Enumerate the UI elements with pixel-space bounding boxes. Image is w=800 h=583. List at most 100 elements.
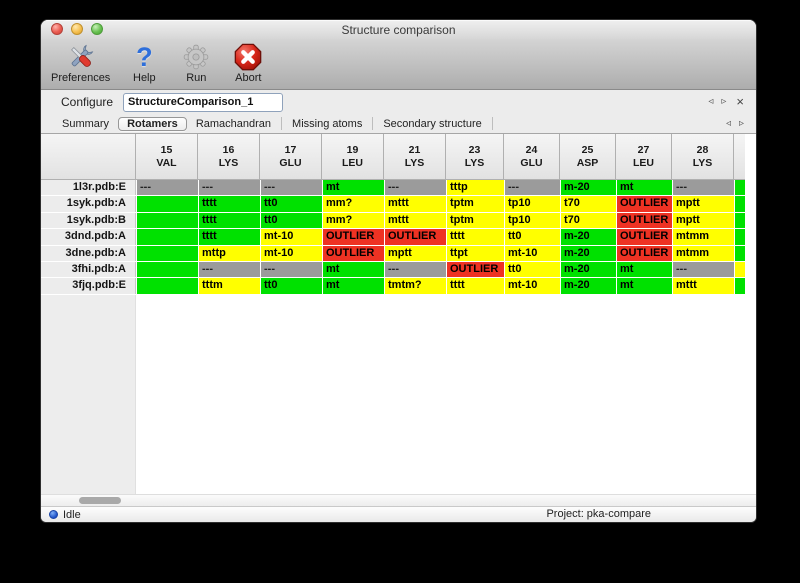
config-close-icon[interactable]: × xyxy=(736,94,744,109)
rotamer-cell[interactable]: mt xyxy=(323,261,384,278)
rotamer-cell[interactable]: m-20 xyxy=(561,245,616,261)
config-prev-arrow-icon[interactable]: ◃ xyxy=(708,96,714,107)
rotamer-cell-clipped[interactable] xyxy=(735,180,745,196)
rotamer-cell[interactable]: mt-10 xyxy=(261,229,322,245)
rotamer-cell[interactable]: mttp xyxy=(199,245,260,261)
rotamer-cell[interactable]: m-20 xyxy=(561,261,616,278)
rotamer-cell[interactable]: t70 xyxy=(561,212,616,229)
rotamer-cell[interactable] xyxy=(137,229,198,245)
rotamer-cell[interactable]: --- xyxy=(673,180,734,196)
tabs-next-arrow-icon[interactable]: ▹ xyxy=(738,117,744,129)
rotamer-cell-clipped[interactable] xyxy=(735,196,745,212)
rotamer-cell[interactable]: tttp xyxy=(447,180,504,196)
rotamer-cell[interactable]: tp10 xyxy=(505,212,560,229)
rotamer-cell[interactable]: --- xyxy=(199,180,260,196)
rotamer-cell[interactable]: tptm xyxy=(447,212,504,229)
rotamer-cell[interactable]: tt0 xyxy=(505,261,560,278)
rotamer-cell[interactable]: tt0 xyxy=(261,196,322,212)
rotamer-cell-clipped[interactable] xyxy=(735,245,745,261)
column-header-21[interactable]: 21 LYS xyxy=(384,134,446,180)
rotamer-cell[interactable]: mttt xyxy=(385,196,446,212)
tab-missing-atoms[interactable]: Missing atoms xyxy=(292,117,363,130)
column-header-25[interactable]: 25 ASP xyxy=(560,134,616,180)
rotamer-cell[interactable]: t70 xyxy=(561,196,616,212)
rotamer-cell[interactable]: tp10 xyxy=(505,196,560,212)
rotamer-cell[interactable]: --- xyxy=(385,180,446,196)
rotamer-cell[interactable]: --- xyxy=(385,261,446,278)
rotamer-cell[interactable]: mt-10 xyxy=(261,245,322,261)
rotamer-cell[interactable]: mt xyxy=(323,278,384,294)
rotamer-cell[interactable]: mptt xyxy=(385,245,446,261)
abort-button[interactable]: Abort xyxy=(230,41,266,84)
column-header-15[interactable]: 15 VAL xyxy=(136,134,198,180)
rotamer-cell[interactable]: tt0 xyxy=(505,229,560,245)
rotamer-cell[interactable]: OUTLIER xyxy=(617,229,672,245)
rotamer-cell[interactable]: mptt xyxy=(673,196,734,212)
rotamer-cell[interactable]: --- xyxy=(261,261,322,278)
rotamer-cell[interactable]: tttt xyxy=(199,212,260,229)
rotamer-cell[interactable]: m-20 xyxy=(561,180,616,196)
rotamer-cell[interactable]: tttm xyxy=(199,278,260,294)
rotamer-cell[interactable]: ttpt xyxy=(447,245,504,261)
rotamer-cell[interactable]: tptm xyxy=(447,196,504,212)
rotamer-cell[interactable] xyxy=(137,245,198,261)
rotamer-cell[interactable]: OUTLIER xyxy=(617,245,672,261)
rotamer-cell[interactable]: OUTLIER xyxy=(323,245,384,261)
rotamer-cell-clipped[interactable] xyxy=(735,278,745,294)
rotamer-cell[interactable]: mtmm xyxy=(673,229,734,245)
tab-rotamers[interactable]: Rotamers xyxy=(118,116,187,131)
tabs-prev-arrow-icon[interactable]: ◃ xyxy=(725,117,731,129)
rotamer-cell[interactable]: OUTLIER xyxy=(385,229,446,245)
column-header-23[interactable]: 23 LYS xyxy=(446,134,504,180)
column-header-24[interactable]: 24 GLU xyxy=(504,134,560,180)
rotamer-cell[interactable]: mt-10 xyxy=(505,245,560,261)
rotamer-cell[interactable]: tt0 xyxy=(261,278,322,294)
rotamer-cell[interactable]: mt xyxy=(617,180,672,196)
close-window-button[interactable] xyxy=(51,23,63,35)
horizontal-scrollbar[interactable] xyxy=(41,494,756,506)
rotamer-cell[interactable]: mttt xyxy=(673,278,734,294)
rotamer-cell[interactable] xyxy=(137,196,198,212)
rotamer-cell[interactable]: m-20 xyxy=(561,278,616,294)
rotamer-cell[interactable]: --- xyxy=(261,180,322,196)
rotamer-cell[interactable] xyxy=(137,278,198,294)
rotamer-cell[interactable]: tttt xyxy=(199,196,260,212)
column-header-27[interactable]: 27 LEU xyxy=(616,134,672,180)
rotamer-cell[interactable]: OUTLIER xyxy=(617,196,672,212)
rotamer-cell[interactable]: mm? xyxy=(323,196,384,212)
rotamer-cell[interactable]: --- xyxy=(673,261,734,278)
rotamer-cell[interactable]: mt-10 xyxy=(505,278,560,294)
preferences-button[interactable]: Preferences xyxy=(51,41,110,84)
tab-ramachandran[interactable]: Ramachandran xyxy=(195,117,272,130)
rotamer-cell[interactable]: OUTLIER xyxy=(617,212,672,229)
rotamer-cell[interactable]: mm? xyxy=(323,212,384,229)
horizontal-scrollbar-thumb[interactable] xyxy=(79,497,121,504)
rotamer-cell[interactable]: mttt xyxy=(385,212,446,229)
rotamer-cell[interactable]: tttt xyxy=(447,278,504,294)
rotamer-cell-clipped[interactable] xyxy=(735,212,745,229)
rotamer-cell[interactable]: mt xyxy=(617,261,672,278)
rotamer-cell-clipped[interactable] xyxy=(735,261,745,278)
column-header-16[interactable]: 16 LYS xyxy=(198,134,260,180)
rotamer-cell[interactable]: mt xyxy=(323,180,384,196)
rotamer-cell[interactable]: tmtm? xyxy=(385,278,446,294)
rotamer-cell[interactable]: tttt xyxy=(199,229,260,245)
minimize-window-button[interactable] xyxy=(71,23,83,35)
tab-secondary-structure[interactable]: Secondary structure xyxy=(383,117,482,130)
rotamer-cell[interactable]: tt0 xyxy=(261,212,322,229)
rotamer-cell[interactable]: --- xyxy=(199,261,260,278)
config-next-arrow-icon[interactable]: ▹ xyxy=(721,96,727,107)
configure-name-input[interactable] xyxy=(123,92,284,112)
column-header-28[interactable]: 28 LYS xyxy=(672,134,734,180)
rotamer-cell[interactable]: OUTLIER xyxy=(323,229,384,245)
rotamer-cell[interactable]: mt xyxy=(617,278,672,294)
rotamer-cell[interactable]: m-20 xyxy=(561,229,616,245)
run-button[interactable]: Run xyxy=(178,41,214,84)
rotamer-cell[interactable]: --- xyxy=(505,180,560,196)
rotamer-cell[interactable] xyxy=(137,261,198,278)
rotamer-cell[interactable]: mptt xyxy=(673,212,734,229)
help-button[interactable]: ? Help xyxy=(126,41,162,84)
rotamer-cell[interactable]: --- xyxy=(137,180,198,196)
rotamer-cell[interactable] xyxy=(137,212,198,229)
column-header-19[interactable]: 19 LEU xyxy=(322,134,384,180)
